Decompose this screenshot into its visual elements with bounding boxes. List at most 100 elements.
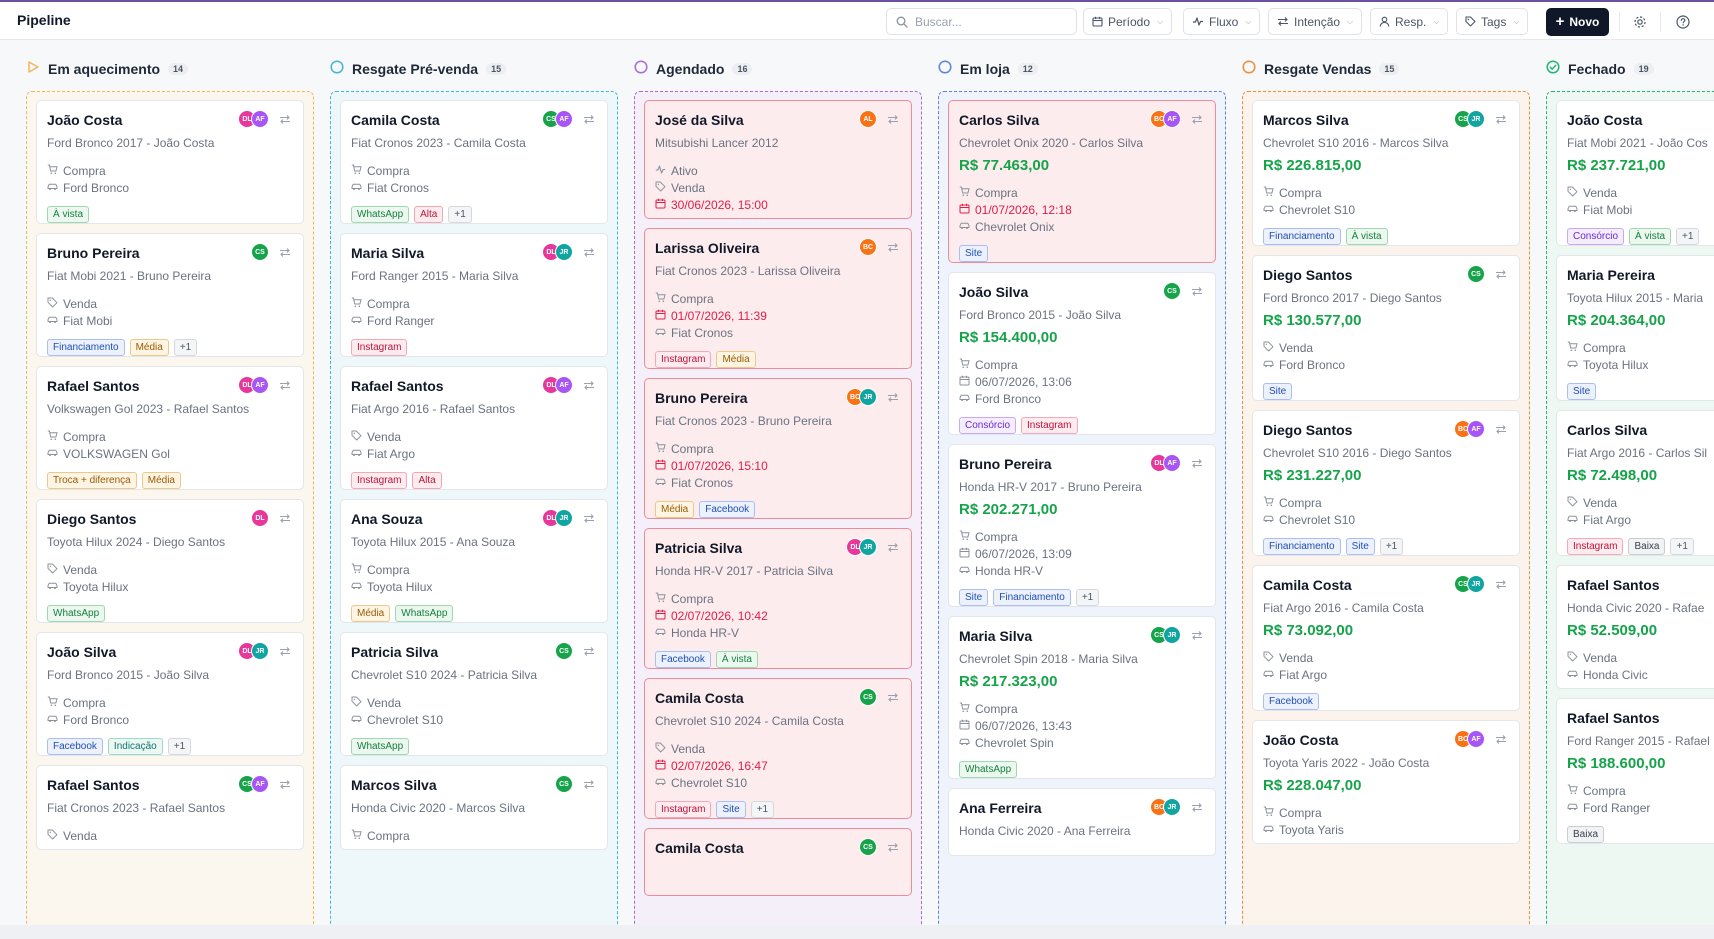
tag-badge[interactable]: +1 — [1676, 228, 1700, 245]
move-arrows-icon[interactable] — [583, 112, 595, 130]
lead-card[interactable]: Bruno Pereira DL AF Honda HR-V 2017 - Bruno… — [948, 444, 1216, 607]
lead-card[interactable]: Maria Silva CS JR Chevrolet Spin 2018 - Mar… — [948, 616, 1216, 779]
tag-badge[interactable]: Instagram — [351, 472, 408, 489]
avatar[interactable]: AL — [859, 110, 877, 128]
move-arrows-icon[interactable] — [887, 690, 899, 708]
tag-badge[interactable]: Financiamento — [993, 589, 1071, 606]
help-button[interactable] — [1672, 11, 1694, 33]
avatar[interactable]: CS — [555, 642, 573, 660]
tag-badge[interactable]: À vista — [47, 206, 90, 223]
avatar[interactable]: JR — [859, 538, 877, 556]
move-arrows-icon[interactable] — [279, 112, 291, 130]
move-arrows-icon[interactable] — [1191, 112, 1203, 130]
move-arrows-icon[interactable] — [583, 644, 595, 662]
new-button[interactable]: + Novo — [1546, 8, 1609, 36]
move-arrows-icon[interactable] — [887, 840, 899, 858]
avatar[interactable]: JR — [1163, 626, 1181, 644]
avatar[interactable]: AF — [1467, 420, 1485, 438]
move-arrows-icon[interactable] — [279, 644, 291, 662]
move-arrows-icon[interactable] — [1191, 284, 1203, 302]
move-arrows-icon[interactable] — [887, 540, 899, 558]
avatar[interactable]: BC — [859, 238, 877, 256]
filter-periodo[interactable]: Período ⌵ — [1083, 8, 1173, 35]
tag-badge[interactable]: À vista — [1345, 228, 1388, 245]
tag-badge[interactable]: Financiamento — [47, 339, 125, 356]
avatar[interactable]: AF — [251, 775, 269, 793]
lead-card[interactable]: João Costa BC AF Toyota Yaris 2022 - João C… — [1252, 720, 1520, 844]
lead-card[interactable]: Marcos Silva CS JR Chevrolet S10 2016 - Mar… — [1252, 100, 1520, 246]
lead-card[interactable]: Rafael Santos DL AF Fiat Argo 2016 - Rafael… — [340, 366, 608, 490]
lead-card[interactable]: Diego Santos BC AF Chevrolet S10 2016 - Die… — [1252, 410, 1520, 556]
filter-fluxo[interactable]: Fluxo ⌵ — [1183, 8, 1261, 35]
tag-badge[interactable]: Site — [1345, 538, 1375, 555]
tag-badge[interactable]: Facebook — [1263, 693, 1319, 710]
lead-card[interactable]: Diego Santos DL Toyota Hilux 2024 - Diego … — [36, 499, 304, 623]
avatar[interactable]: DL — [251, 509, 269, 527]
move-arrows-icon[interactable] — [279, 777, 291, 795]
move-arrows-icon[interactable] — [1495, 422, 1507, 440]
tag-badge[interactable]: Média — [129, 339, 169, 356]
move-arrows-icon[interactable] — [279, 378, 291, 396]
avatar[interactable]: AF — [251, 376, 269, 394]
lead-card[interactable]: Bruno Pereira BC JR Fiat Cronos 2023 - Brun… — [644, 378, 912, 519]
avatar[interactable]: JR — [1163, 798, 1181, 816]
tag-badge[interactable]: +1 — [750, 801, 775, 818]
lead-card[interactable]: Rafael Santos CS AF Fiat Cronos 2023 - Rafa… — [36, 765, 304, 850]
move-arrows-icon[interactable] — [583, 378, 595, 396]
settings-button[interactable] — [1629, 11, 1651, 33]
lead-card[interactable]: Camila Costa CS AF Fiat Cronos 2023 - Camil… — [340, 100, 608, 224]
tag-badge[interactable]: Alta — [412, 472, 442, 489]
tag-badge[interactable]: WhatsApp — [351, 206, 410, 223]
move-arrows-icon[interactable] — [887, 240, 899, 258]
lead-card[interactable]: Patricia Silva CS Chevrolet S10 2024 - Pat… — [340, 632, 608, 756]
avatar[interactable]: CS — [251, 243, 269, 261]
lead-card[interactable]: João Silva CS Ford Bronco 2015 - João Silv… — [948, 272, 1216, 435]
tag-badge[interactable]: +1 — [448, 206, 472, 223]
filter-intencao[interactable]: Intenção ⌵ — [1268, 8, 1363, 35]
move-arrows-icon[interactable] — [1495, 732, 1507, 750]
lead-card[interactable]: João Costa DL AF Ford Bronco 2017 - João Co… — [36, 100, 304, 224]
tag-badge[interactable]: +1 — [1379, 538, 1404, 555]
lead-card[interactable]: João Silva DL JR Ford Bronco 2015 - João Si… — [36, 632, 304, 756]
move-arrows-icon[interactable] — [279, 511, 291, 529]
tag-badge[interactable]: Site — [716, 801, 746, 818]
avatar[interactable]: AF — [1467, 730, 1485, 748]
lead-card[interactable]: Marcos Silva CS Honda Civic 2020 - Marcos … — [340, 765, 608, 850]
lead-card[interactable]: Bruno Pereira CS Fiat Mobi 2021 - Bruno Pe… — [36, 233, 304, 357]
lead-card[interactable]: Patricia Silva DL JR Honda HR-V 2017 - Patr… — [644, 528, 912, 669]
move-arrows-icon[interactable] — [1191, 800, 1203, 818]
avatar[interactable]: CS — [555, 775, 573, 793]
avatar[interactable]: AF — [251, 110, 269, 128]
lead-card[interactable]: Camila Costa CS — [644, 828, 912, 896]
horizontal-scrollbar[interactable] — [0, 925, 1714, 939]
lead-card[interactable]: Larissa Oliveira BC Fiat Cronos 2023 - Lar… — [644, 228, 912, 369]
tag-badge[interactable]: Site — [959, 589, 989, 606]
tag-badge[interactable]: WhatsApp — [395, 605, 454, 622]
avatar[interactable]: AF — [555, 110, 573, 128]
tag-badge[interactable]: Financiamento — [1263, 538, 1341, 555]
move-arrows-icon[interactable] — [887, 390, 899, 408]
move-arrows-icon[interactable] — [1495, 112, 1507, 130]
tag-badge[interactable]: Consórcio — [959, 417, 1017, 434]
tag-badge[interactable]: Média — [351, 605, 391, 622]
search-box[interactable] — [886, 8, 1077, 35]
tag-badge[interactable]: Facebook — [699, 501, 756, 518]
avatar[interactable]: JR — [251, 642, 269, 660]
lead-card[interactable]: Diego Santos CS Ford Bronco 2017 - Diego S… — [1252, 255, 1520, 401]
tag-badge[interactable]: WhatsApp — [959, 761, 1018, 778]
tag-badge[interactable]: +1 — [1075, 589, 1100, 606]
tag-badge[interactable]: Facebook — [47, 738, 103, 755]
avatar[interactable]: JR — [1467, 575, 1485, 593]
lead-card[interactable]: José da Silva AL Mitsubishi Lancer 2012 Ati… — [644, 100, 912, 219]
move-arrows-icon[interactable] — [279, 245, 291, 263]
tag-badge[interactable]: Site — [1263, 383, 1293, 400]
move-arrows-icon[interactable] — [1495, 577, 1507, 595]
move-arrows-icon[interactable] — [583, 245, 595, 263]
tag-badge[interactable]: Instagram — [351, 339, 408, 356]
lead-card[interactable]: Camila Costa CS JR Fiat Argo 2016 - Camila … — [1252, 565, 1520, 711]
tag-badge[interactable]: +1 — [1670, 538, 1694, 555]
avatar[interactable]: CS — [1467, 265, 1485, 283]
tag-badge[interactable]: Site — [1567, 383, 1597, 400]
tag-badge[interactable]: À vista — [1629, 228, 1672, 245]
avatar[interactable]: CS — [859, 838, 877, 856]
